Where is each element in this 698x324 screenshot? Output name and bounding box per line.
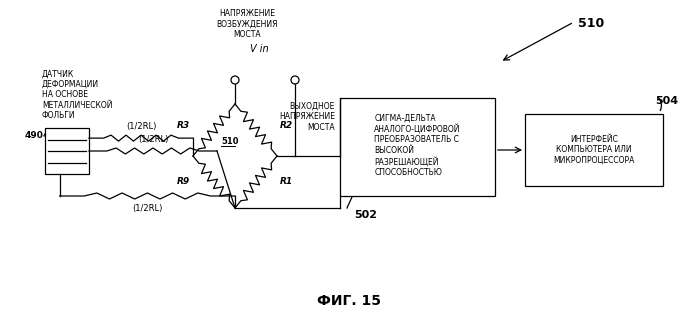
Text: ВЫХОДНОЕ
НАПРЯЖЕНИЕ
МОСТА: ВЫХОДНОЕ НАПРЯЖЕНИЕ МОСТА: [279, 102, 335, 132]
Text: R9: R9: [177, 178, 190, 187]
Text: ФИГ. 15: ФИГ. 15: [317, 294, 381, 308]
Text: ИНТЕРФЕЙС
КОМПЬЮТЕРА ИЛИ
МИКРОПРОЦЕССОРА: ИНТЕРФЕЙС КОМПЬЮТЕРА ИЛИ МИКРОПРОЦЕССОРА: [554, 135, 634, 165]
Text: R2: R2: [280, 122, 293, 131]
Text: ДАТЧИК
ДЕФОРМАЦИИ
НА ОСНОВЕ
МЕТАЛЛИЧЕСКОЙ
ФОЛЬГИ: ДАТЧИК ДЕФОРМАЦИИ НА ОСНОВЕ МЕТАЛЛИЧЕСКО…: [42, 69, 112, 120]
Text: 490: 490: [24, 132, 43, 141]
Bar: [45, 128, 89, 174]
Text: V in: V in: [250, 44, 268, 54]
Text: НАПРЯЖЕНИЕ
ВОЗБУЖДЕНИЯ
МОСТА: НАПРЯЖЕНИЕ ВОЗБУЖДЕНИЯ МОСТА: [216, 9, 278, 39]
Text: 504: 504: [655, 96, 678, 106]
Text: (1/2RL): (1/2RL): [132, 204, 163, 213]
Text: 510: 510: [221, 137, 239, 146]
Text: (1/2RL): (1/2RL): [126, 122, 156, 131]
Text: 510: 510: [578, 17, 604, 30]
Text: R3: R3: [177, 122, 190, 131]
Text: R1: R1: [280, 178, 293, 187]
Text: (1/2RL): (1/2RL): [138, 135, 168, 144]
Text: СИГМА-ДЕЛЬТА
АНАЛОГО-ЦИФРОВОЙ
ПРЕОБРАЗОВАТЕЛЬ С
ВЫСОКОЙ
РАЗРЕШАЮЩЕЙ
СПОСОБНОСТЬЮ: СИГМА-ДЕЛЬТА АНАЛОГО-ЦИФРОВОЙ ПРЕОБРАЗОВ…: [374, 113, 461, 177]
Bar: [340, 98, 495, 196]
Text: 502: 502: [354, 210, 377, 220]
Bar: [525, 114, 663, 186]
